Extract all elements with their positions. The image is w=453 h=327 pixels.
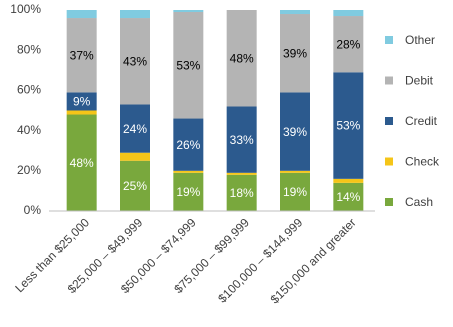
data-label: 28%: [336, 37, 360, 51]
y-tick-label: 20%: [17, 163, 41, 177]
legend-label: Credit: [405, 114, 438, 128]
bar-segment: [173, 170, 204, 173]
legend-label: Other: [405, 33, 435, 47]
bar-segment: [66, 18, 97, 93]
bar-segment: [120, 152, 150, 161]
data-label: 43%: [123, 54, 147, 68]
bar-segment: [280, 92, 310, 171]
bar-segment: [280, 172, 310, 211]
bar-segment: [173, 172, 204, 211]
y-tick-label: 0%: [24, 203, 42, 217]
bar-segment: [66, 114, 97, 211]
legend-swatch: [385, 117, 393, 125]
data-label: 39%: [283, 125, 307, 139]
data-label: 18%: [230, 186, 254, 200]
data-label: 26%: [176, 138, 200, 152]
bar-segment: [173, 12, 204, 119]
data-label: 39%: [283, 46, 307, 60]
bar-segment: [280, 10, 310, 15]
bar-segment: [120, 160, 150, 211]
data-label: 48%: [230, 51, 254, 65]
bar-segment: [66, 10, 97, 19]
bar-segment: [226, 106, 257, 173]
legend-swatch: [385, 157, 393, 166]
legend-label: Cash: [405, 195, 433, 209]
bar-segment: [226, 172, 257, 175]
bar-segment: [226, 174, 257, 211]
data-label: 9%: [73, 95, 91, 109]
y-tick-label: 60%: [17, 83, 41, 97]
bar-segment: [226, 10, 257, 107]
bar-segment: [333, 10, 364, 17]
y-tick-label: 40%: [17, 123, 41, 137]
data-label: 14%: [336, 190, 360, 204]
data-label: 53%: [176, 58, 200, 72]
data-label: 19%: [176, 185, 200, 199]
data-label: 24%: [123, 122, 147, 136]
data-label: 48%: [70, 156, 94, 170]
bar-segment: [120, 18, 150, 105]
bar-segment: [173, 118, 204, 171]
bar-segment: [280, 170, 310, 173]
data-label: 25%: [123, 179, 147, 193]
legend-label: Check: [405, 155, 440, 169]
data-label: 53%: [336, 119, 360, 133]
bar-segment: [280, 14, 310, 93]
bar-segment: [333, 72, 364, 179]
legend-swatch: [385, 76, 393, 85]
bar-segment: [66, 110, 97, 115]
bar-segment: [120, 104, 150, 153]
data-label: 37%: [70, 48, 94, 62]
bar-segment: [333, 182, 364, 211]
legend-swatch: [385, 36, 393, 44]
y-tick-label: 100%: [10, 2, 41, 16]
data-label: 19%: [283, 185, 307, 199]
legend-swatch: [385, 198, 393, 206]
legend-label: Debit: [405, 74, 434, 88]
y-tick-label: 80%: [17, 42, 41, 56]
bar-segment: [333, 178, 364, 183]
bar-segment: [66, 92, 97, 111]
bar-segment: [120, 10, 150, 19]
data-label: 33%: [230, 133, 254, 147]
bar-segment: [173, 10, 204, 13]
bar-segment: [333, 16, 364, 73]
